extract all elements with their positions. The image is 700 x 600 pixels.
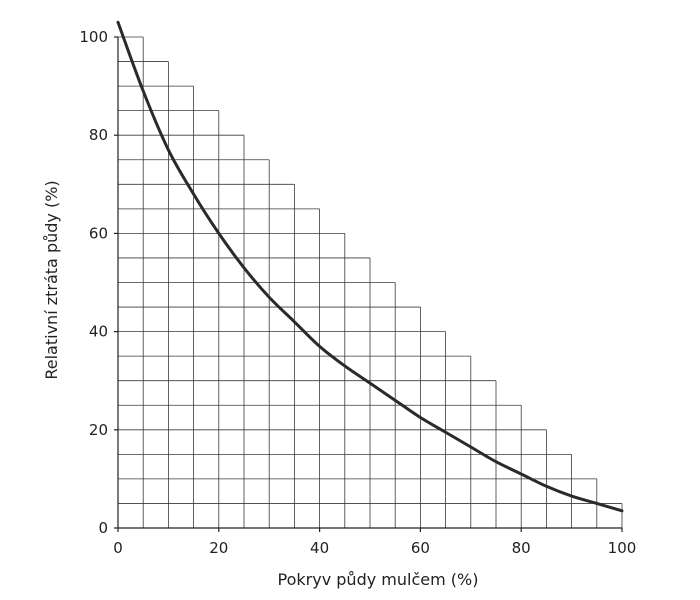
- x-tick-label: 100: [608, 539, 637, 557]
- x-axis-title: Pokryv půdy mulčem (%): [278, 570, 479, 589]
- y-tick-label: 100: [79, 28, 108, 46]
- x-tick-label: 60: [411, 539, 430, 557]
- x-tick-label: 80: [512, 539, 531, 557]
- y-tick-label: 80: [89, 126, 108, 144]
- x-tick-label: 0: [113, 539, 123, 557]
- y-tick-label: 0: [98, 519, 108, 537]
- grid: [117, 36, 623, 529]
- y-tick-label: 60: [89, 224, 108, 242]
- soil-loss-curve: [116, 20, 624, 513]
- x-tick-labels: 0 20 40 60 80 100: [113, 528, 636, 557]
- y-axis-title: Relativní ztráta půdy (%): [42, 180, 61, 379]
- y-tick-label: 20: [89, 421, 108, 439]
- y-tick-labels: 0 20 40 60 80 100: [79, 28, 118, 537]
- x-tick-label: 40: [310, 539, 329, 557]
- x-tick-label: 20: [209, 539, 228, 557]
- y-tick-label: 40: [89, 323, 108, 341]
